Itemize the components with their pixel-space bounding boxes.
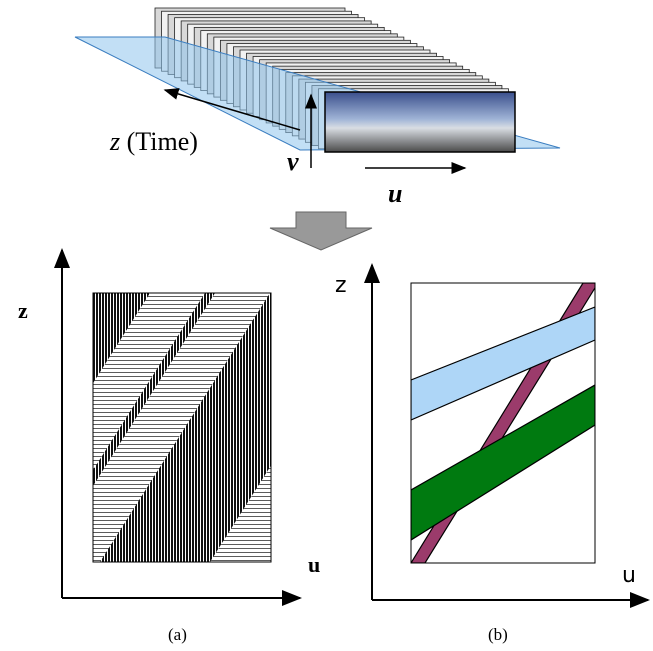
b-caption: (b) (488, 625, 508, 644)
v-label: v (287, 147, 299, 176)
diagram: z (Time) v u z u (a) z u (b) (0, 0, 653, 651)
panel-a: z u (a) (0, 250, 445, 644)
b-z-label: z (335, 273, 347, 298)
z-time-label: z (Time) (109, 127, 198, 156)
b-u-label: u (622, 563, 636, 588)
panel-b: z u (b) (335, 265, 648, 644)
u-label: u (388, 179, 402, 208)
a-u-label: u (308, 552, 320, 577)
a-caption: (a) (168, 625, 187, 644)
a-z-label: z (18, 298, 28, 323)
front-frame (325, 92, 515, 152)
down-arrow (270, 212, 372, 250)
